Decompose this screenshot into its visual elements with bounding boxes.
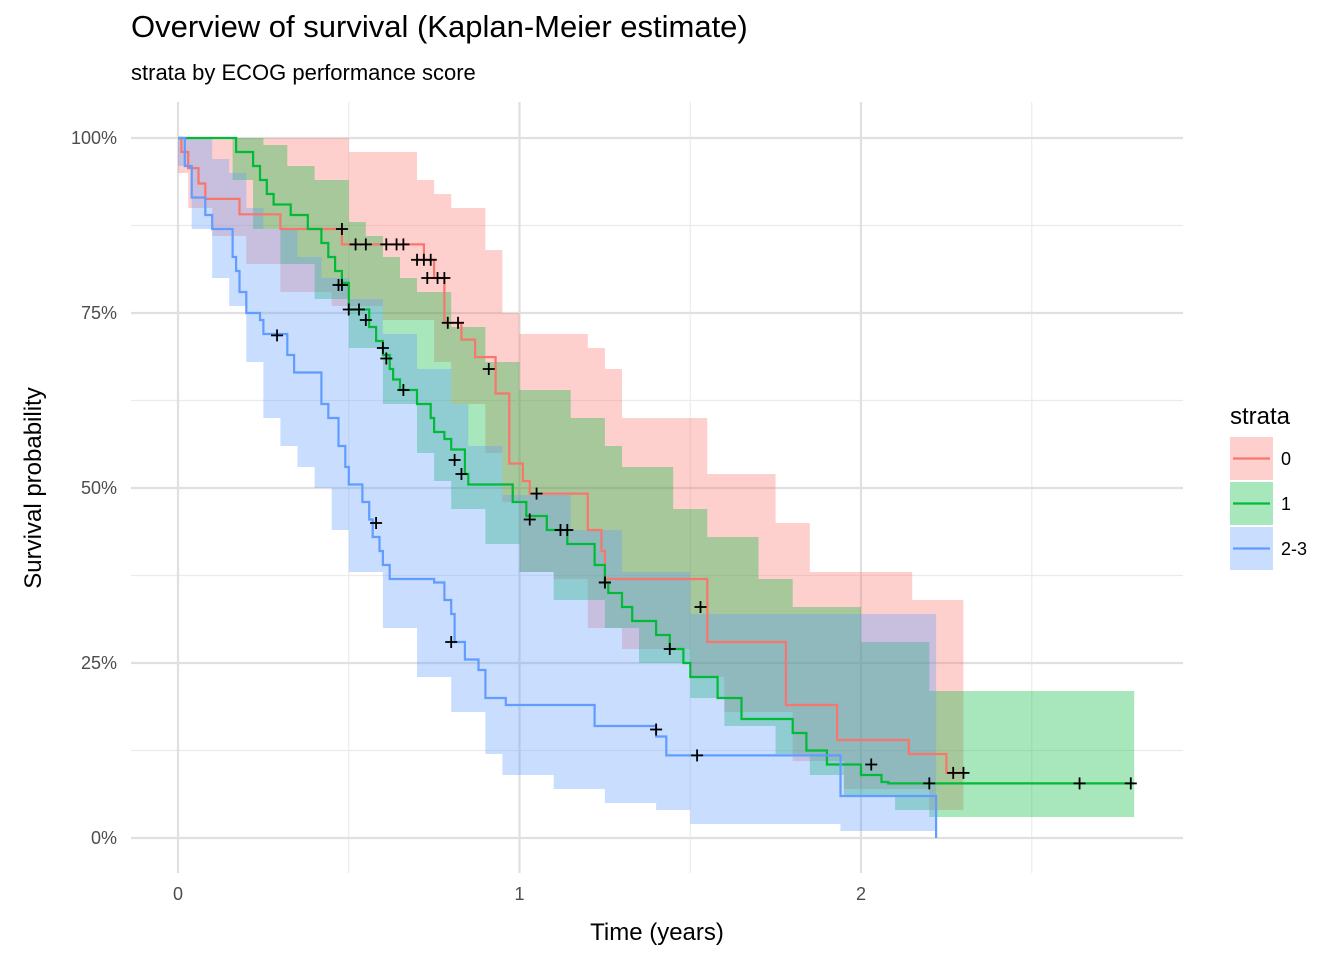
censor-mark bbox=[482, 363, 495, 375]
censor-mark bbox=[923, 777, 936, 790]
legend-label-2-3: 2-3 bbox=[1281, 539, 1307, 559]
x-tick-label: 0 bbox=[173, 884, 183, 904]
chart-title: Overview of survival (Kaplan-Meier estim… bbox=[131, 9, 748, 44]
legend-item-1: 1 bbox=[1230, 482, 1291, 525]
legend-label-0: 0 bbox=[1281, 449, 1291, 469]
censor-mark bbox=[691, 749, 704, 762]
censor-mark bbox=[424, 253, 437, 266]
censor-marks bbox=[271, 223, 1137, 790]
censor-mark bbox=[598, 576, 611, 589]
censor-mark bbox=[530, 487, 543, 500]
y-tick-label: 25% bbox=[81, 653, 117, 673]
censor-mark bbox=[441, 316, 454, 329]
censor-mark bbox=[380, 352, 393, 365]
grid bbox=[131, 102, 1183, 873]
survival-curves bbox=[178, 136, 1135, 838]
censor-mark bbox=[957, 766, 970, 779]
survival-curve-2-3 bbox=[178, 136, 938, 838]
legend: strata 0 1 2-3 bbox=[1230, 403, 1307, 570]
censor-mark bbox=[947, 766, 960, 779]
censor-mark bbox=[448, 454, 461, 466]
censor-mark bbox=[561, 524, 574, 536]
censor-mark bbox=[421, 272, 434, 284]
censor-mark bbox=[445, 636, 458, 648]
censor-mark bbox=[694, 601, 707, 613]
censor-mark bbox=[1124, 777, 1137, 790]
ci-band-2-3 bbox=[178, 138, 937, 838]
censor-mark bbox=[370, 517, 383, 529]
censor-mark bbox=[455, 468, 468, 480]
censor-mark bbox=[271, 329, 284, 342]
legend-title: strata bbox=[1230, 403, 1291, 430]
confidence-bands bbox=[178, 138, 1135, 838]
chart-subtitle: strata by ECOG performance score bbox=[131, 60, 476, 85]
censor-mark bbox=[663, 643, 676, 655]
ci-band-0 bbox=[178, 138, 964, 817]
censor-mark bbox=[1073, 777, 1086, 790]
y-tick-label: 75% bbox=[81, 303, 117, 323]
censor-mark bbox=[342, 303, 355, 316]
x-tick-label: 2 bbox=[856, 884, 866, 904]
legend-label-1: 1 bbox=[1281, 494, 1291, 514]
censor-mark bbox=[397, 238, 410, 251]
survival-curve-0 bbox=[178, 136, 964, 774]
y-tick-label: 0% bbox=[91, 828, 117, 848]
x-tick-label: 1 bbox=[514, 884, 524, 904]
censor-mark bbox=[349, 238, 362, 251]
censor-mark bbox=[452, 316, 465, 329]
censor-mark bbox=[865, 758, 878, 771]
censor-mark bbox=[397, 384, 410, 396]
censor-mark bbox=[352, 303, 365, 316]
x-axis-title: Time (years) bbox=[590, 919, 724, 946]
censor-mark bbox=[359, 238, 372, 251]
censor-mark bbox=[335, 279, 348, 291]
survival-curve-1 bbox=[178, 136, 1135, 785]
censor-mark bbox=[335, 223, 348, 235]
censor-mark bbox=[438, 272, 451, 284]
censor-mark bbox=[380, 238, 393, 251]
axes: 0% 25% 50% 75% 100% 0 1 2 bbox=[71, 128, 866, 904]
y-axis-title: Survival probability bbox=[20, 387, 47, 588]
censor-mark bbox=[523, 513, 536, 526]
legend-item-2-3: 2-3 bbox=[1230, 527, 1307, 570]
ci-band-1 bbox=[178, 138, 1135, 817]
censor-mark bbox=[359, 314, 372, 326]
y-tick-label: 100% bbox=[71, 128, 117, 148]
censor-mark bbox=[376, 342, 389, 354]
y-tick-label: 50% bbox=[81, 478, 117, 498]
censor-mark bbox=[650, 723, 663, 736]
legend-item-0: 0 bbox=[1230, 437, 1291, 480]
